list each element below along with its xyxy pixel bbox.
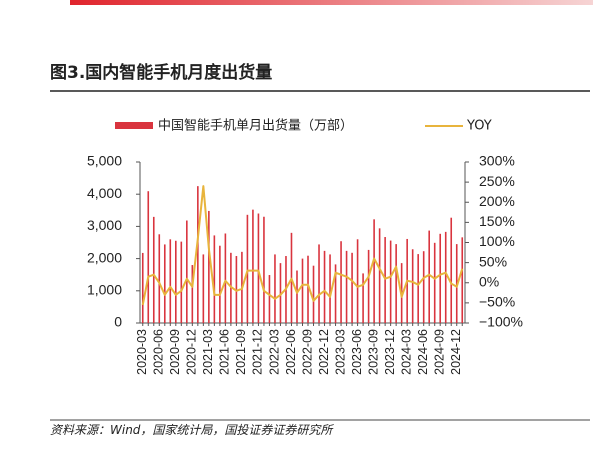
bar	[274, 254, 276, 323]
x-tick-label: 2022-03	[267, 329, 281, 375]
bar	[180, 241, 183, 323]
bar	[296, 270, 298, 323]
x-tick-label: 2021-03	[201, 329, 215, 375]
bar	[395, 244, 397, 323]
bar	[301, 258, 304, 323]
bar	[356, 239, 359, 323]
x-tick-label: 2023-03	[333, 329, 347, 375]
chart-title: 图3.国内智能手机月度出货量	[50, 62, 272, 83]
bar	[351, 252, 353, 323]
y2-tick-label: 100%	[479, 233, 515, 249]
bar	[422, 251, 425, 323]
bar	[307, 255, 309, 323]
bar	[224, 233, 227, 323]
bar	[373, 219, 375, 323]
y-tick-label: 1,000	[87, 282, 122, 298]
bar	[318, 244, 320, 323]
x-tick-label: 2021-12	[251, 329, 265, 375]
x-tick-label: 2022-06	[284, 329, 298, 375]
bar	[186, 220, 188, 323]
y2-tick-label: 300%	[479, 153, 515, 169]
x-tick-label: 2024-06	[416, 329, 430, 375]
bar	[213, 235, 216, 323]
bar	[417, 254, 419, 323]
bar	[279, 263, 282, 323]
bar	[450, 217, 453, 323]
bar	[219, 245, 221, 323]
bar	[444, 231, 447, 323]
bar	[141, 252, 144, 323]
bar	[268, 275, 271, 323]
bar	[439, 233, 442, 323]
bar	[252, 209, 254, 323]
bar	[334, 264, 337, 323]
bar	[433, 242, 436, 323]
bar	[411, 249, 414, 323]
bar	[345, 250, 348, 323]
x-tick-label: 2020-06	[152, 329, 166, 375]
y2-tick-label: 0%	[479, 273, 499, 289]
y2-tick-label: 50%	[479, 253, 507, 269]
bar	[197, 186, 199, 323]
bar	[202, 254, 205, 323]
x-tick-label: 2020-12	[185, 329, 199, 375]
x-tick-label: 2021-06	[218, 329, 232, 375]
bar	[235, 256, 238, 323]
bar	[152, 216, 155, 323]
y2-tick-label: 200%	[479, 193, 515, 209]
bar	[329, 254, 331, 323]
bar	[191, 265, 194, 323]
x-tick-label: 2024-09	[433, 329, 447, 375]
x-tick-label: 2022-09	[300, 329, 314, 375]
x-tick-label: 2024-03	[399, 329, 413, 375]
y-tick-label: 5,000	[87, 153, 122, 169]
legend-swatch	[115, 122, 153, 129]
y2-tick-label: −100%	[479, 314, 523, 330]
x-tick-label: 2024-12	[449, 329, 463, 375]
y-tick-label: 3,000	[87, 217, 122, 233]
x-tick-label: 2021-09	[234, 329, 248, 375]
bar	[340, 241, 342, 323]
x-tick-label: 2023-09	[366, 329, 380, 375]
bar	[169, 239, 172, 323]
source: 资料来源：Wind，国家统计局，国投证券证券研究所	[50, 423, 334, 437]
bar	[312, 265, 315, 323]
bar	[263, 216, 265, 323]
bar	[367, 249, 370, 323]
bar	[389, 240, 392, 323]
bar	[163, 244, 166, 323]
y-tick-label: 0	[114, 314, 122, 330]
legend-label: YOY	[466, 119, 492, 134]
y2-tick-label: −50%	[479, 294, 515, 310]
bar	[461, 237, 464, 323]
bar	[384, 237, 386, 323]
y-tick-label: 2,000	[87, 249, 122, 265]
x-tick-label: 2023-12	[383, 329, 397, 375]
y-tick-label: 4,000	[87, 185, 122, 201]
bar	[208, 210, 210, 323]
y2-tick-label: 150%	[479, 213, 515, 229]
y2-tick-label: 250%	[479, 173, 515, 189]
bar	[147, 191, 150, 323]
bar	[362, 273, 364, 323]
bar	[323, 250, 326, 323]
bar	[158, 234, 161, 323]
x-tick-label: 2023-06	[350, 329, 364, 375]
header-bar	[70, 0, 593, 5]
bar	[428, 230, 430, 323]
legend-label: 中国智能手机单月出货量（万部）	[158, 118, 353, 134]
yoy-line	[141, 185, 464, 306]
bar	[246, 214, 249, 323]
bar	[378, 228, 381, 323]
x-tick-label: 2020-09	[168, 329, 182, 375]
bar	[257, 213, 260, 323]
x-tick-label: 2020-03	[135, 329, 149, 375]
bar	[175, 240, 177, 323]
x-tick-label: 2022-12	[317, 329, 331, 375]
